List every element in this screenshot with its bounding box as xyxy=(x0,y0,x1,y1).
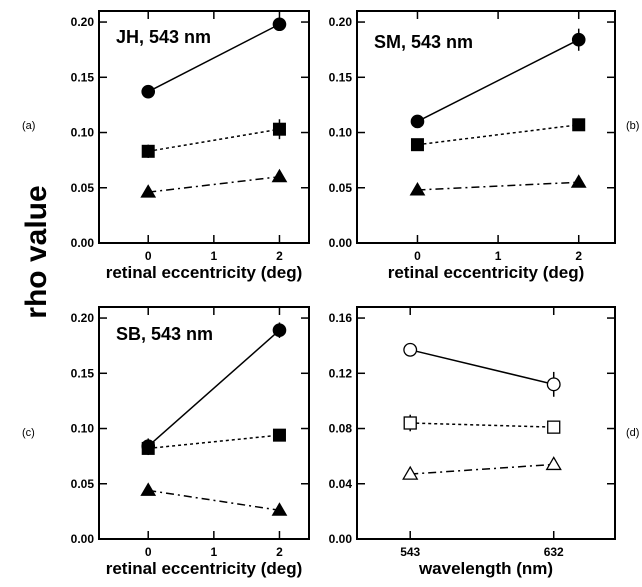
series-line-triangle xyxy=(417,181,579,191)
y-tick-label: 0.15 xyxy=(71,70,95,84)
panel-letter-a: (a) xyxy=(22,120,35,132)
data-point-triangle xyxy=(271,502,288,516)
data-point-square xyxy=(410,138,424,152)
x-tick-label: 1 xyxy=(211,249,218,263)
data-point-square xyxy=(572,118,586,132)
series-line-circle xyxy=(410,349,554,386)
y-tick-label: 0.12 xyxy=(329,366,353,380)
y-tick-label: 0.00 xyxy=(71,236,95,250)
x-tick-label: 2 xyxy=(575,249,582,263)
panel-title: SM, 543 nm xyxy=(374,32,473,52)
series-line-circle xyxy=(147,23,280,93)
data-point-circle xyxy=(546,377,561,392)
data-point-square xyxy=(272,122,286,136)
y-tick-label: 0.10 xyxy=(71,422,95,436)
series-line-triangle xyxy=(148,175,280,193)
x-axis-label: retinal eccentricity (deg) xyxy=(106,263,303,282)
series-line-circle xyxy=(147,329,280,447)
x-tick-label: 632 xyxy=(544,545,564,559)
plot-frame xyxy=(98,10,310,244)
y-tick-label: 0.08 xyxy=(329,422,353,436)
y-tick-label: 0.05 xyxy=(329,181,353,195)
x-axis-label: retinal eccentricity (deg) xyxy=(106,559,303,578)
data-point-circle xyxy=(571,32,586,47)
y-tick-label: 0.10 xyxy=(329,126,353,140)
data-point-square xyxy=(141,144,155,158)
data-point-triangle xyxy=(545,456,562,471)
data-point-circle xyxy=(272,323,287,338)
data-point-circle xyxy=(403,342,418,357)
y-tick-label: 0.20 xyxy=(71,15,95,29)
data-point-triangle xyxy=(570,174,587,188)
panel-title: JH, 543 nm xyxy=(116,27,211,47)
data-point-square xyxy=(547,420,561,434)
y-tick-label: 0.20 xyxy=(71,311,95,325)
y-tick-label: 0.15 xyxy=(329,70,353,84)
data-point-circle xyxy=(272,17,287,32)
panel-letter-c: (c) xyxy=(22,427,35,439)
y-tick-label: 0.00 xyxy=(329,236,353,250)
x-tick-label: 1 xyxy=(495,249,502,263)
y-tick-label: 0.00 xyxy=(71,532,95,546)
data-point-circle xyxy=(141,84,156,99)
series-line-circle xyxy=(417,39,580,123)
x-tick-label: 543 xyxy=(400,545,420,559)
data-point-square xyxy=(403,416,417,430)
x-tick-label: 1 xyxy=(211,545,218,559)
y-tick-label: 0.20 xyxy=(329,15,353,29)
y-tick-label: 0.15 xyxy=(71,366,95,380)
series-line-square xyxy=(410,422,554,428)
data-point-triangle xyxy=(271,168,288,183)
plot-frame xyxy=(356,306,616,540)
x-axis-label: wavelength (nm) xyxy=(418,559,553,578)
data-point-triangle xyxy=(140,184,157,198)
panel-letter-d: (d) xyxy=(626,427,639,439)
series-line-square xyxy=(417,124,579,146)
y-tick-label: 0.05 xyxy=(71,477,95,491)
series-line-triangle xyxy=(148,489,280,512)
y-tick-label: 0.00 xyxy=(329,532,353,546)
data-point-triangle xyxy=(140,482,157,496)
series-line-square xyxy=(148,434,280,450)
x-tick-label: 0 xyxy=(414,249,421,263)
panel-letter-b: (b) xyxy=(626,120,639,132)
data-point-circle xyxy=(410,114,425,129)
y-tick-label: 0.05 xyxy=(71,181,95,195)
data-point-square xyxy=(272,428,286,442)
figure-y-axis-label: rho value xyxy=(20,185,53,318)
series-line-square xyxy=(148,128,280,153)
plot-frame xyxy=(356,10,616,244)
data-point-square xyxy=(141,441,155,455)
x-axis-label: retinal eccentricity (deg) xyxy=(388,263,585,282)
y-tick-label: 0.10 xyxy=(71,126,95,140)
y-tick-label: 0.16 xyxy=(329,311,353,325)
x-tick-label: 2 xyxy=(276,249,283,263)
y-tick-label: 0.04 xyxy=(329,477,353,491)
x-tick-label: 0 xyxy=(145,545,152,559)
x-tick-label: 0 xyxy=(145,249,152,263)
series-line-triangle xyxy=(410,463,554,475)
x-tick-label: 2 xyxy=(276,545,283,559)
data-point-triangle xyxy=(402,465,419,480)
panel-title: SB, 543 nm xyxy=(116,324,213,344)
plot-frame xyxy=(98,306,310,540)
data-point-triangle xyxy=(409,181,426,196)
